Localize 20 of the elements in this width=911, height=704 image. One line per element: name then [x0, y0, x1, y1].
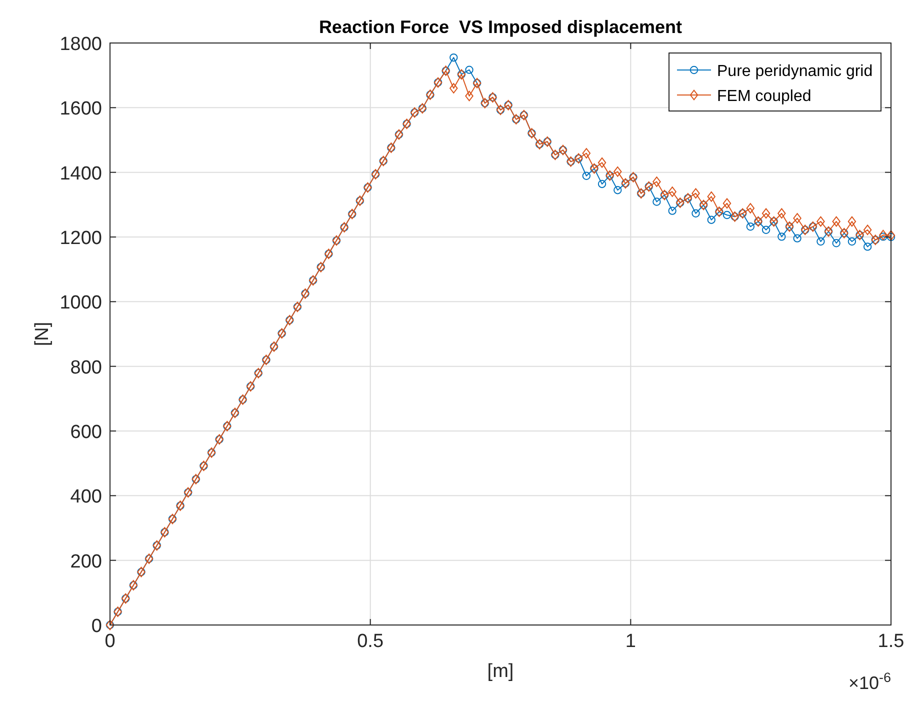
- text: ×10$^{-6}$: [848, 670, 891, 693]
- y-tick-label: 1600: [60, 98, 102, 120]
- y-tick-label: 200: [70, 551, 102, 572]
- legend-label: FEM coupled: [717, 88, 812, 105]
- legend-label: Pure peridynamic grid: [717, 63, 873, 80]
- y-tick-label: 600: [70, 422, 102, 443]
- y-tick-label: 1800: [60, 34, 102, 55]
- chart-title: Reaction Force VS Imposed displacement: [318, 17, 682, 37]
- y-tick-label: 0: [91, 616, 102, 637]
- y-tick-label: 1200: [60, 228, 102, 249]
- x-tick-label: 1.5: [878, 631, 904, 652]
- x-tick-label: 0.5: [357, 631, 384, 652]
- x-axis-title: [m]: [487, 661, 514, 682]
- y-tick-label: 400: [70, 486, 102, 508]
- x-tick-label: 1: [625, 631, 636, 652]
- x-tick-label: 0: [104, 631, 116, 652]
- y-tick-label: 800: [70, 357, 102, 378]
- y-tick-label: 1400: [60, 163, 102, 184]
- y-tick-label: 1000: [60, 292, 102, 314]
- y-axis-title: [N]: [32, 322, 53, 346]
